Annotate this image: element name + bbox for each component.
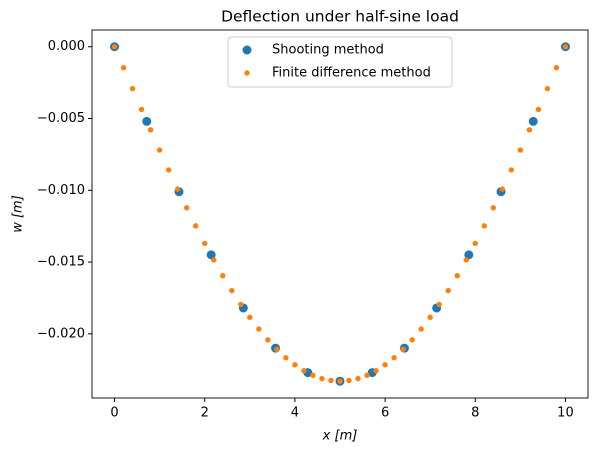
data-point (418, 326, 424, 332)
data-point (211, 257, 217, 263)
data-point (528, 116, 538, 126)
data-point (310, 372, 316, 379)
data-point (391, 354, 397, 361)
data-point (427, 314, 433, 321)
data-point (238, 301, 244, 308)
data-point (481, 223, 487, 229)
data-point (445, 287, 451, 294)
data-point (436, 301, 442, 308)
data-point (147, 127, 154, 133)
chart-title: Deflection under half-sine load (221, 8, 459, 26)
data-point (274, 346, 280, 353)
y-tick-label: −0.015 (37, 255, 85, 270)
x-tick-label: 0 (110, 406, 118, 421)
data-point (409, 337, 415, 343)
data-point (129, 85, 136, 92)
y-tick-label: 0.000 (48, 39, 85, 54)
data-point (265, 337, 271, 343)
data-point (165, 167, 172, 173)
data-point (464, 250, 474, 260)
y-tick-label: −0.010 (37, 183, 85, 198)
x-tick-label: 6 (381, 406, 389, 421)
data-point (256, 326, 262, 332)
data-point (463, 257, 469, 263)
data-point (535, 106, 542, 113)
data-point (283, 354, 289, 361)
data-point (382, 362, 388, 368)
data-point (454, 272, 460, 279)
data-point (120, 64, 127, 71)
data-point (508, 167, 515, 173)
data-point (193, 223, 199, 229)
data-point (138, 106, 145, 113)
data-point (517, 147, 524, 153)
data-point (156, 147, 163, 153)
x-tick-label: 4 (291, 406, 299, 421)
legend-label: Finite difference method (272, 66, 431, 81)
data-point (247, 314, 253, 321)
data-point (111, 44, 118, 50)
data-point (337, 378, 343, 384)
data-point (544, 85, 551, 92)
data-point (206, 250, 216, 260)
x-tick-label: 10 (557, 406, 574, 421)
x-axis-label: x [m] (322, 429, 358, 444)
data-point (499, 186, 506, 192)
data-point (400, 346, 406, 353)
y-tick-label: −0.005 (37, 111, 85, 126)
legend-label: Shooting method (272, 43, 384, 58)
data-point (220, 272, 226, 279)
data-point (229, 287, 235, 294)
data-point (526, 127, 533, 133)
data-point (319, 375, 325, 382)
data-point (183, 205, 190, 211)
data-point (472, 240, 478, 247)
data-point (292, 362, 298, 368)
data-point (174, 186, 181, 192)
data-point (301, 368, 307, 374)
data-point (364, 372, 370, 379)
x-tick-label: 2 (201, 406, 209, 421)
data-point (202, 240, 208, 247)
data-point (562, 44, 569, 50)
legend-marker (244, 70, 250, 76)
x-tick-label: 8 (471, 406, 479, 421)
data-point (142, 116, 152, 126)
y-tick-label: −0.020 (37, 326, 85, 341)
legend-box (227, 36, 453, 88)
data-point (346, 377, 352, 384)
data-point (355, 375, 361, 382)
data-point (553, 64, 560, 71)
data-point (373, 368, 379, 374)
plot-frame (91, 29, 589, 399)
data-point (328, 377, 334, 384)
y-axis-label: w [m] (11, 195, 26, 233)
legend-marker (242, 45, 252, 55)
data-point (490, 205, 497, 211)
